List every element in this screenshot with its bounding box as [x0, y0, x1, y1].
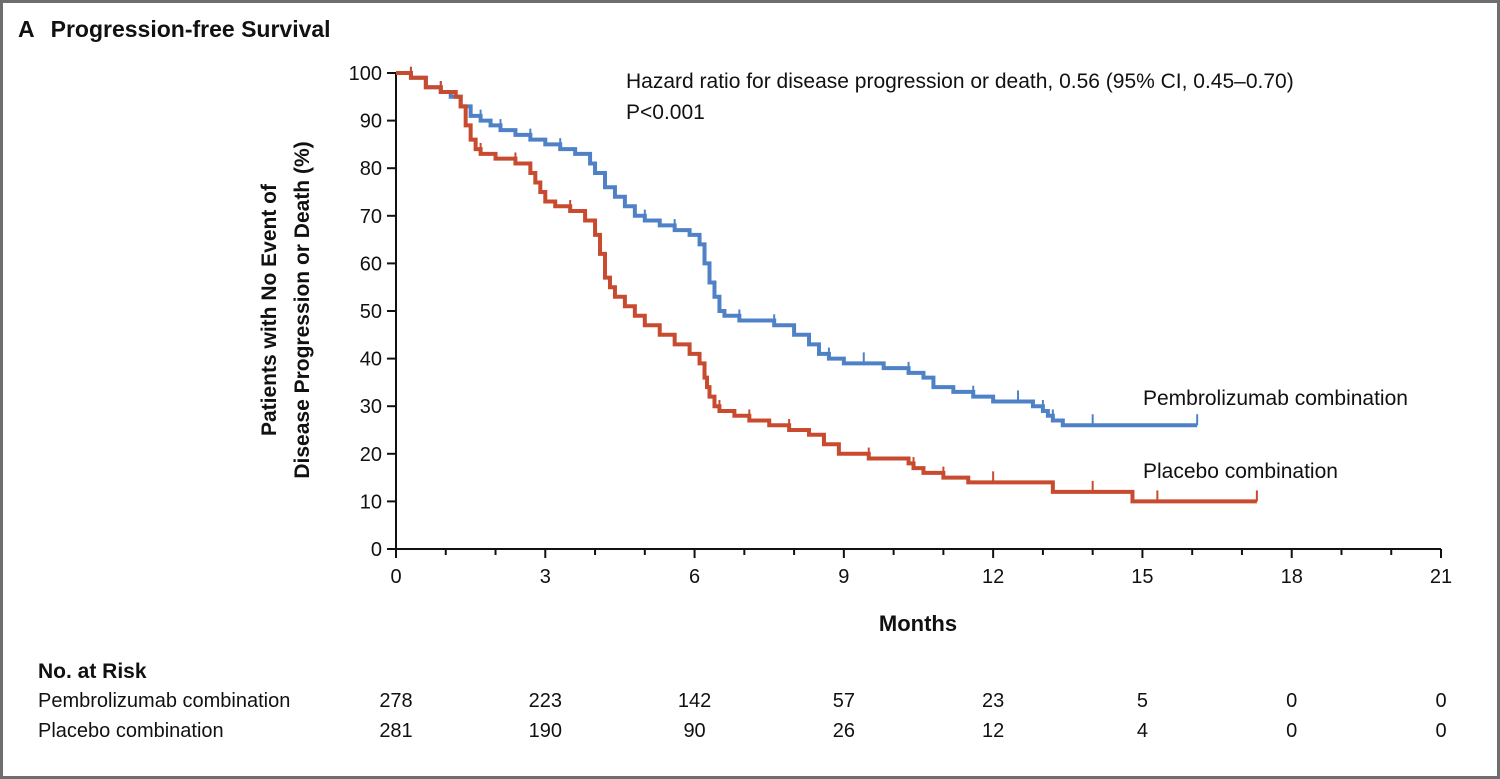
pembrolizumab-curve	[396, 71, 1198, 428]
risk-value: 278	[379, 690, 413, 712]
risk-table-heading: No. at Risk	[38, 660, 147, 683]
x-tick-label: 3	[540, 566, 551, 588]
p-value-annotation: P<0.001	[626, 101, 705, 124]
panel-letter: A	[18, 16, 35, 42]
x-axis: 0 3 6 9 12 15 18 21	[390, 548, 1452, 588]
y-axis: 0 10 20 30 40 50 60 70 80 90 100	[349, 63, 397, 561]
risk-value: 5	[1136, 690, 1148, 712]
x-tick-label: 18	[1281, 566, 1303, 588]
panel-title: A Progression-free Survival	[18, 16, 331, 43]
hazard-ratio-annotation: Hazard ratio for disease progression or …	[626, 70, 1294, 93]
y-tick-label: 50	[360, 301, 382, 323]
placebo-curve	[396, 71, 1257, 504]
y-tick-label: 60	[360, 253, 382, 275]
risk-value: 281	[379, 720, 413, 742]
y-axis-label: Patients with No Event of Disease Progre…	[258, 141, 314, 478]
x-tick-label: 21	[1430, 566, 1452, 588]
risk-row-label: Pembrolizumab combination	[38, 690, 291, 712]
series-label-placebo: Placebo combination	[1143, 460, 1338, 483]
risk-value: 90	[683, 720, 706, 742]
risk-value: 4	[1136, 720, 1148, 742]
risk-row-label: Placebo combination	[38, 720, 224, 742]
y-tick-label: 0	[371, 539, 382, 561]
x-axis-label: Months	[879, 611, 957, 636]
y-tick-label: 40	[360, 349, 382, 371]
y-tick-label: 70	[360, 206, 382, 228]
risk-table: No. at Risk Pembrolizumab combination 27…	[38, 660, 1468, 750]
x-tick-label: 0	[390, 566, 401, 588]
risk-value: 12	[982, 720, 1005, 742]
risk-value: 190	[528, 720, 562, 742]
risk-value: 0	[1286, 690, 1298, 712]
y-tick-label: 80	[360, 158, 382, 180]
risk-row-pembrolizumab: Pembrolizumab combination 278 223 142 57…	[38, 690, 1468, 720]
x-tick-label: 9	[838, 566, 849, 588]
x-tick-label: 12	[982, 566, 1004, 588]
panel-title-text: Progression-free Survival	[50, 16, 331, 42]
y-tick-label: 90	[360, 111, 382, 133]
x-tick-label: 15	[1131, 566, 1153, 588]
y-tick-label: 30	[360, 396, 382, 418]
risk-value: 0	[1286, 720, 1298, 742]
risk-row-placebo: Placebo combination 281 190 90 26 12 4 0…	[38, 720, 1468, 750]
risk-value: 223	[528, 690, 562, 712]
risk-value: 142	[677, 690, 712, 712]
y-tick-label: 10	[360, 491, 382, 513]
risk-value: 23	[982, 690, 1005, 712]
x-tick-label: 6	[689, 566, 700, 588]
risk-value: 0	[1435, 690, 1447, 712]
risk-value: 0	[1435, 720, 1447, 742]
km-chart: 0 10 20 30 40 50 60 70 80 90 100 0 3 6 9 12 15 18 21 Haza…	[258, 63, 1452, 636]
risk-value: 26	[832, 720, 855, 742]
y-tick-label: 20	[360, 444, 382, 466]
risk-value: 57	[832, 690, 855, 712]
y-tick-label: 100	[349, 63, 382, 85]
y-axis-label-line1: Patients with No Event of	[258, 183, 281, 436]
series-label-pembrolizumab: Pembrolizumab combination	[1143, 387, 1408, 410]
y-axis-label-line2: Disease Progression or Death (%)	[291, 141, 314, 478]
series-layer	[396, 66, 1258, 504]
